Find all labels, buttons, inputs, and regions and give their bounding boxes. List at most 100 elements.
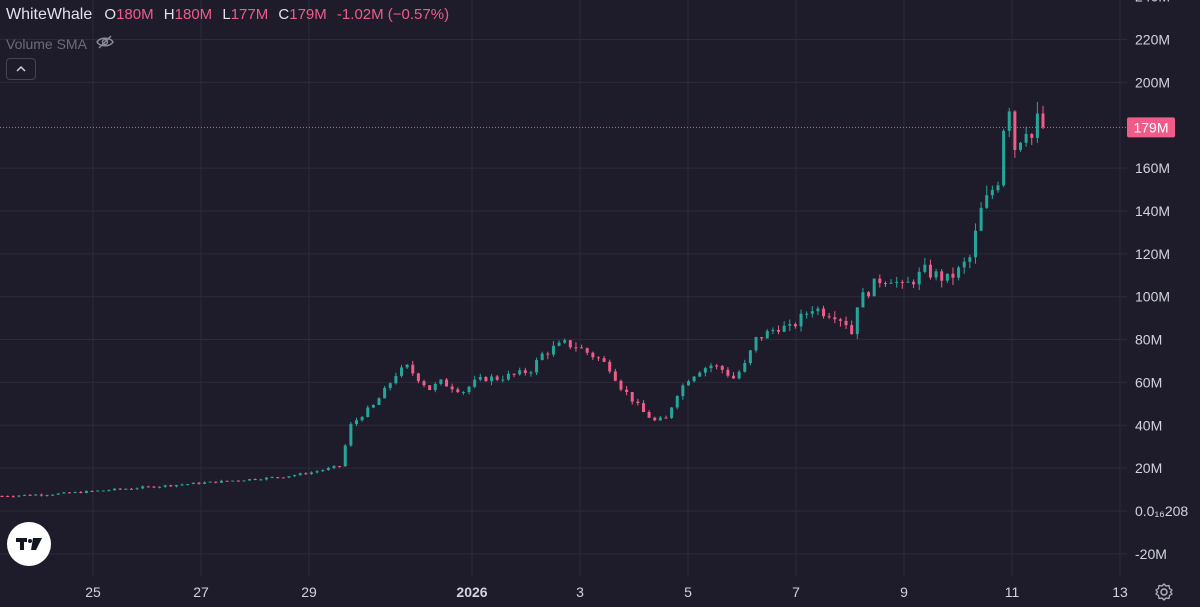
candle (788, 319, 792, 332)
candle-body (563, 340, 567, 343)
candle-body (101, 490, 105, 492)
candle-body (855, 307, 859, 335)
candle (68, 492, 72, 494)
candle (394, 372, 398, 385)
candle-body (833, 317, 837, 320)
candle-body (248, 479, 252, 481)
candle (850, 320, 854, 335)
candle-body (321, 470, 325, 472)
candle (1041, 105, 1045, 130)
tradingview-logo[interactable] (7, 522, 51, 566)
candle-body (979, 207, 983, 231)
open-value: 180M (116, 6, 154, 23)
y-tick-label: 120M (1135, 246, 1170, 262)
candle (641, 400, 645, 413)
candle-body (906, 281, 910, 283)
candle (625, 386, 629, 396)
candle (366, 405, 370, 418)
candle-body (990, 190, 994, 196)
candle (540, 351, 544, 361)
candle-body (146, 486, 150, 488)
candle (428, 385, 432, 391)
candle (62, 491, 66, 494)
candle (152, 486, 156, 488)
high-label: H (163, 6, 175, 23)
candle (225, 480, 229, 482)
candle-body (664, 417, 668, 419)
candle (535, 357, 539, 376)
candle-body (883, 283, 887, 285)
candle-body (495, 376, 499, 380)
y-axis: 240M220M200M180M160M140M120M100M80M60M40… (1135, 0, 1188, 562)
candle (304, 472, 308, 475)
candle (118, 488, 122, 491)
candle-body (675, 396, 679, 408)
y-tick-label: 100M (1135, 289, 1170, 305)
candle-body (219, 480, 223, 483)
candle-body (214, 481, 218, 483)
candle-body (343, 445, 347, 467)
candle-body (641, 403, 645, 413)
candle (973, 223, 977, 264)
candle-body (827, 316, 831, 318)
candle (653, 416, 657, 422)
candle-body (371, 404, 375, 408)
x-tick-label: 3 (576, 584, 584, 600)
candle (782, 321, 786, 333)
candle-body (377, 398, 381, 405)
candle-body (771, 329, 775, 331)
indicator-row: Volume SMA (6, 34, 115, 53)
candle (585, 347, 589, 356)
candle (512, 373, 516, 378)
x-tick-label: 7 (792, 584, 800, 600)
candle-body (169, 485, 173, 487)
eye-crossed-icon[interactable] (95, 34, 115, 53)
candle (1030, 133, 1034, 145)
candle-body (1024, 134, 1028, 143)
candle (867, 291, 871, 299)
candle (422, 379, 426, 388)
candle-body (473, 379, 477, 387)
candle-body (957, 267, 961, 278)
candle-body (338, 466, 342, 468)
candle (580, 344, 584, 349)
candle (17, 495, 21, 498)
candle (838, 317, 842, 327)
candle (495, 374, 499, 382)
candle (861, 287, 865, 308)
candle (287, 476, 291, 479)
candle (163, 484, 167, 488)
y-tick-label: 200M (1135, 74, 1170, 90)
candle (923, 257, 927, 274)
candle-body (355, 420, 359, 425)
candle-body (1035, 113, 1039, 138)
collapse-legend-button[interactable] (6, 58, 36, 80)
high-value: 180M (174, 6, 213, 23)
candle (529, 370, 533, 377)
candle-body (467, 386, 471, 393)
candle-body (158, 486, 162, 488)
candle-body (540, 353, 544, 361)
candle (709, 363, 713, 373)
candle-body (461, 392, 465, 394)
candle-body (613, 371, 617, 381)
candle-body (1018, 142, 1022, 150)
candle (996, 181, 1000, 193)
candle (523, 367, 527, 376)
candle-body (450, 386, 454, 390)
candle-body (416, 373, 420, 382)
chevron-up-icon (16, 65, 26, 72)
candle-body (445, 379, 449, 387)
candle-body (658, 417, 662, 421)
indicator-label[interactable]: Volume SMA (6, 35, 87, 52)
y-tick-label: 220M (1135, 32, 1170, 48)
y-tick-label: 60M (1135, 374, 1162, 390)
gear-icon[interactable] (1154, 582, 1174, 602)
symbol-name[interactable]: WhiteWhale (6, 6, 93, 23)
candle (197, 481, 201, 485)
candle (816, 306, 820, 316)
candle-body (118, 488, 122, 490)
candle-body (748, 350, 752, 363)
candle (636, 398, 640, 406)
